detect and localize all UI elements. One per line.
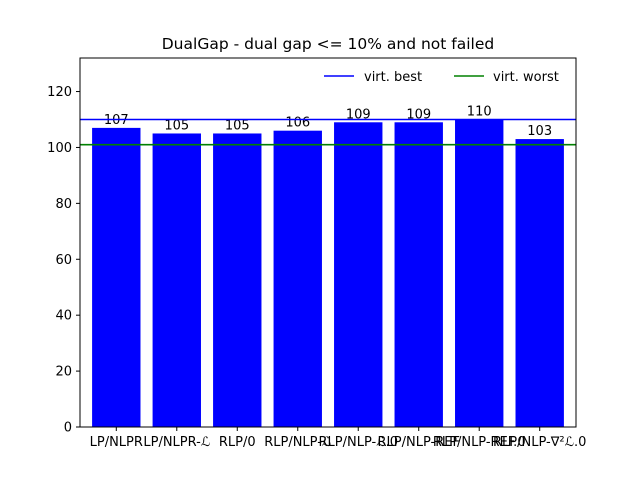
x-tick-label-4: RLP/NLP-ℒ.0 [319, 435, 398, 450]
bar-6 [455, 119, 504, 427]
plot-frame [79, 57, 577, 428]
bar-3 [273, 130, 322, 427]
chart-title: DualGap - dual gap <= 10% and not failed [162, 35, 494, 53]
legend: virt. best virt. worst [324, 70, 559, 85]
bars-group: 107 105 105 106 109 109 110 103 [92, 105, 564, 428]
bar-4 [334, 122, 383, 427]
x-tick-label-5: RLP/NLP-REF [378, 435, 460, 450]
y-tick-label-2: 40 [55, 309, 72, 324]
bar-value-label-2: 105 [225, 118, 250, 133]
x-tick-label-1: LP/NLPR-ℒ [143, 435, 210, 450]
bar-0 [92, 127, 141, 428]
bar-2 [213, 133, 262, 427]
bar-value-label-7: 103 [527, 124, 552, 139]
bar-7 [515, 139, 564, 427]
y-axis: 0 20 40 60 80 100 120 [47, 85, 80, 436]
y-tick-label-1: 20 [55, 365, 72, 380]
bar-5 [394, 122, 443, 427]
legend-label-1: virt. worst [493, 70, 559, 85]
x-tick-label-0: LP/NLPR [90, 435, 143, 450]
y-tick-label-4: 80 [55, 197, 72, 212]
y-tick-label-3: 60 [55, 253, 72, 268]
x-tick-label-7: RLP/NLP-∇²ℒ.0 [493, 435, 586, 450]
reference-lines-group [80, 118, 576, 146]
bar-value-label-6: 110 [467, 105, 492, 120]
bar-1 [152, 133, 201, 427]
y-tick-label-0: 0 [64, 421, 72, 436]
legend-label-0: virt. best [364, 70, 422, 85]
bar-value-label-0: 107 [104, 113, 129, 128]
bar-value-label-3: 106 [285, 116, 310, 131]
x-tick-label-2: RLP/0 [219, 435, 256, 450]
x-tick-label-6: RLP/NLP-REF.0 [433, 435, 526, 450]
x-axis: LP/NLPR LP/NLPR-ℒ RLP/0 RLP/NLP-ℒRLP/NLP-ℒ.… [90, 427, 586, 450]
bar-value-label-5: 109 [406, 107, 431, 122]
y-tick-label-5: 100 [47, 141, 72, 156]
bar-value-label-4: 109 [346, 107, 371, 122]
x-tick-label-3: RLP/NLP-ℒ [264, 435, 331, 450]
y-tick-label-6: 120 [47, 85, 72, 100]
bar-value-label-1: 105 [164, 118, 189, 133]
